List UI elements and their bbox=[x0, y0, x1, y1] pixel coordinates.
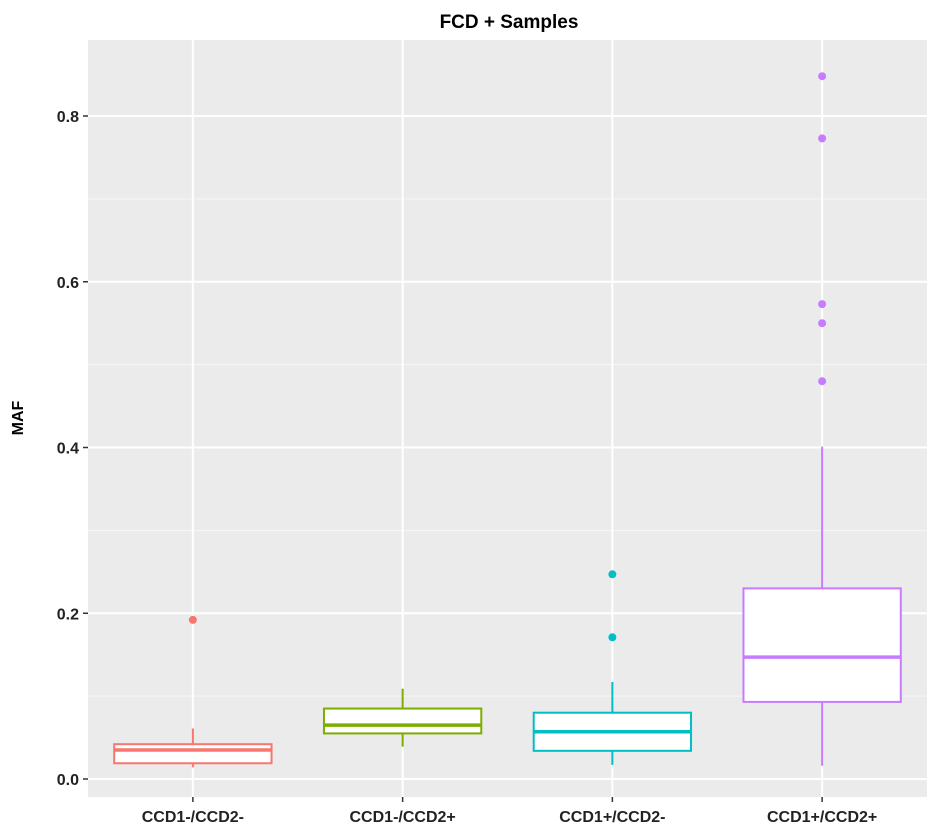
y-tick-label: 0.2 bbox=[57, 606, 79, 623]
box bbox=[113, 743, 273, 765]
box bbox=[322, 707, 483, 735]
grid-lines bbox=[88, 40, 927, 797]
box-group bbox=[532, 570, 693, 765]
y-tick-label: 0.0 bbox=[57, 772, 79, 789]
outlier-point bbox=[818, 377, 827, 386]
outlier-point bbox=[818, 300, 827, 309]
outlier-point bbox=[188, 615, 197, 624]
x-axis: CCD1-/CCD2- CCD1-/CCD2+ CCD1+/CCD2- CCD1+/C… bbox=[142, 797, 877, 824]
y-axis: 0.0 0.2 0.4 0.6 0.8 bbox=[57, 109, 88, 789]
outlier-point bbox=[608, 570, 617, 579]
y-tick-label: 0.4 bbox=[57, 441, 79, 458]
outlier-point bbox=[818, 134, 827, 143]
outlier-point bbox=[818, 319, 827, 328]
box bbox=[742, 587, 902, 703]
y-axis-title: MAF bbox=[10, 400, 27, 435]
box-group bbox=[322, 688, 483, 747]
box-group bbox=[113, 615, 273, 768]
x-tick-label: CCD1+/CCD2- bbox=[559, 809, 665, 824]
outlier-point bbox=[818, 72, 827, 81]
box-plots bbox=[113, 72, 902, 768]
y-tick-label: 0.6 bbox=[57, 275, 79, 292]
chart-title: FCD + Samples bbox=[440, 12, 579, 33]
y-tick-label: 0.8 bbox=[57, 109, 79, 126]
outlier-point bbox=[608, 633, 617, 642]
x-tick-label: CCD1+/CCD2+ bbox=[767, 809, 877, 824]
box-group bbox=[742, 72, 902, 766]
x-tick-label: CCD1-/CCD2- bbox=[142, 809, 244, 824]
x-tick-label: CCD1-/CCD2+ bbox=[350, 809, 456, 824]
